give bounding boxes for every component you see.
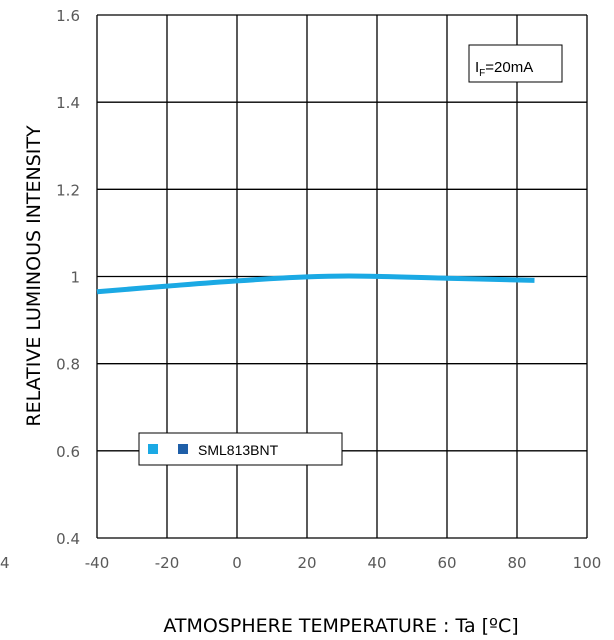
y-tick-label: 0.6 (56, 443, 80, 461)
x-tick-label: 20 (297, 554, 316, 572)
x-tick-labels: -40 -20 0 20 40 60 80 100 (85, 554, 602, 572)
x-axis-title: ATMOSPHERE TEMPERATURE : Ta [ºC] (163, 615, 518, 637)
y-tick-label: 1 (70, 269, 80, 287)
x-tick-label: 100 (573, 554, 602, 572)
y-tick-label: 1.4 (56, 94, 80, 112)
legend: SML813BNT (139, 433, 342, 465)
condition-value: =20mA (485, 59, 533, 76)
y-axis-title: RELATIVE LUMINOUS INTENSITY (23, 125, 45, 427)
legend-swatch-light (148, 444, 158, 454)
y-tick-labels: 0.4 0.6 0.8 1 1.2 1.4 1.6 (56, 7, 80, 548)
x-tick-label: 0 (232, 554, 242, 572)
legend-swatch-dark (178, 444, 188, 454)
y-tick-label: 0.4 (56, 530, 80, 548)
x-tick-label: 40 (367, 554, 386, 572)
x-tick-label: -20 (155, 554, 180, 572)
y-tick-label: 1.6 (56, 7, 80, 25)
y-tick-label: 0.8 (56, 356, 80, 374)
legend-label: SML813BNT (198, 442, 279, 458)
x-tick-label: 80 (507, 554, 526, 572)
x-tick-label: 60 (437, 554, 456, 572)
series-line-0 (97, 276, 535, 292)
x-tick-label: -40 (85, 554, 110, 572)
series-lines (97, 276, 535, 292)
y-tick-label: 1.2 (56, 181, 80, 199)
left-edge-label: 4 (0, 554, 10, 572)
condition-box: IF=20mA (469, 45, 562, 82)
